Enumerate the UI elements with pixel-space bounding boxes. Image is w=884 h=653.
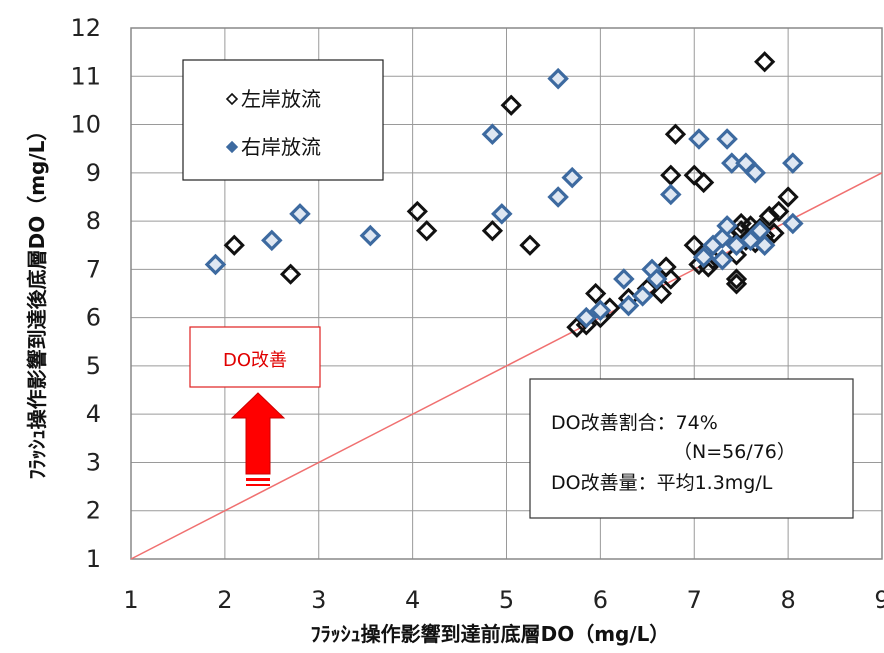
data-points	[204, 51, 804, 338]
y-tick-label: 7	[86, 255, 101, 283]
point-right-bank	[744, 162, 767, 184]
x-tick-label: 1	[123, 586, 138, 614]
point-right-bank	[359, 224, 382, 247]
point-left-bank	[683, 164, 705, 186]
point-right-bank	[491, 203, 513, 225]
point-right-bank	[613, 268, 635, 290]
point-right-bank	[711, 248, 734, 271]
y-tick-label: 2	[86, 497, 101, 525]
x-tick-label: 3	[311, 586, 326, 614]
point-left-bank	[725, 273, 748, 295]
y-tick-label: 10	[70, 111, 101, 139]
arrow-stripe-icon	[246, 478, 270, 481]
y-tick-label: 4	[86, 400, 101, 428]
stats-count: （N=56/76）	[673, 441, 796, 463]
y-tick-label: 9	[86, 159, 101, 187]
point-left-bank	[519, 234, 541, 256]
point-right-bank	[688, 128, 710, 150]
point-left-bank	[768, 200, 790, 223]
point-left-bank	[754, 51, 776, 73]
improvement-note: DO改善	[189, 326, 321, 486]
point-right-bank	[575, 306, 598, 329]
point-right-bank	[289, 203, 311, 225]
point-right-bank	[204, 253, 227, 276]
x-tick-label: 7	[687, 586, 702, 614]
point-left-bank	[683, 234, 705, 256]
point-right-bank	[547, 67, 569, 90]
point-left-bank	[660, 268, 682, 290]
point-left-bank	[416, 220, 438, 242]
point-left-bank	[777, 186, 799, 208]
point-right-bank	[692, 246, 715, 269]
stats-box: DO改善割合：74% （N=56/76） DO改善量：平均1.3mg/L	[529, 378, 854, 519]
point-right-bank	[721, 152, 743, 174]
legend-label-left-bank: 左岸放流	[241, 87, 321, 111]
point-right-bank	[617, 294, 640, 317]
point-right-bank	[753, 234, 776, 256]
x-tick-label: 4	[405, 586, 420, 614]
y-tick-label: 5	[86, 352, 101, 380]
y-tick-label: 1	[86, 545, 101, 573]
improvement-note-box	[189, 326, 321, 388]
legend-box	[182, 59, 384, 181]
point-right-bank	[631, 285, 654, 307]
y-tick-label: 6	[86, 304, 101, 332]
stats-ratio: DO改善割合：74%	[551, 412, 718, 434]
legend-marker-left-bank	[225, 92, 239, 106]
stats-box-frame	[529, 378, 854, 519]
x-tick-label: 9	[874, 586, 884, 614]
point-left-bank	[664, 123, 687, 145]
point-left-bank	[406, 200, 428, 223]
legend: 左岸放流 右岸放流	[182, 59, 384, 181]
y-axis-title: ﾌﾗｯｼｭ操作影響到達後底層DO（mg/L）	[25, 121, 49, 480]
point-left-bank	[725, 268, 748, 290]
up-arrow-icon	[230, 392, 286, 475]
legend-label-right-bank: 右岸放流	[241, 135, 321, 159]
point-left-bank	[223, 234, 245, 256]
arrow-stripe-icon	[246, 484, 270, 486]
stats-mean: DO改善量：平均1.3mg/L	[551, 472, 773, 494]
x-tick-label: 6	[593, 586, 608, 614]
y-tick-label: 12	[70, 14, 101, 42]
point-left-bank	[758, 205, 780, 227]
point-left-bank	[730, 212, 752, 235]
point-right-bank	[645, 268, 668, 290]
point-left-bank	[725, 244, 748, 266]
x-tick-label: 5	[499, 586, 514, 614]
point-left-bank	[481, 220, 504, 242]
point-right-bank	[261, 229, 283, 252]
point-left-bank	[660, 164, 682, 186]
x-tick-label: 2	[217, 586, 232, 614]
point-right-bank	[561, 166, 583, 189]
plot-area-border	[130, 27, 883, 560]
legend-marker-right-bank	[225, 140, 239, 154]
point-right-bank	[716, 215, 738, 237]
y-tick-label: 11	[70, 62, 101, 90]
point-right-bank	[589, 299, 612, 322]
y-tick-label: 8	[86, 207, 101, 235]
point-left-bank	[650, 282, 673, 305]
point-left-bank	[585, 282, 607, 305]
point-left-bank	[500, 94, 522, 116]
point-right-bank	[782, 152, 804, 174]
y-tick-label: 3	[86, 448, 101, 476]
point-right-bank	[716, 128, 738, 150]
point-right-bank	[660, 183, 682, 206]
point-left-bank	[693, 171, 715, 194]
x-axis-title: ﾌﾗｯｼｭ操作影響到達前底層DO（mg/L）	[311, 622, 670, 646]
point-right-bank	[481, 123, 504, 145]
x-tick-label: 8	[780, 586, 795, 614]
improvement-note-label: DO改善	[223, 350, 287, 371]
point-left-bank	[279, 263, 302, 285]
point-right-bank	[547, 186, 569, 208]
point-right-bank	[782, 212, 804, 235]
